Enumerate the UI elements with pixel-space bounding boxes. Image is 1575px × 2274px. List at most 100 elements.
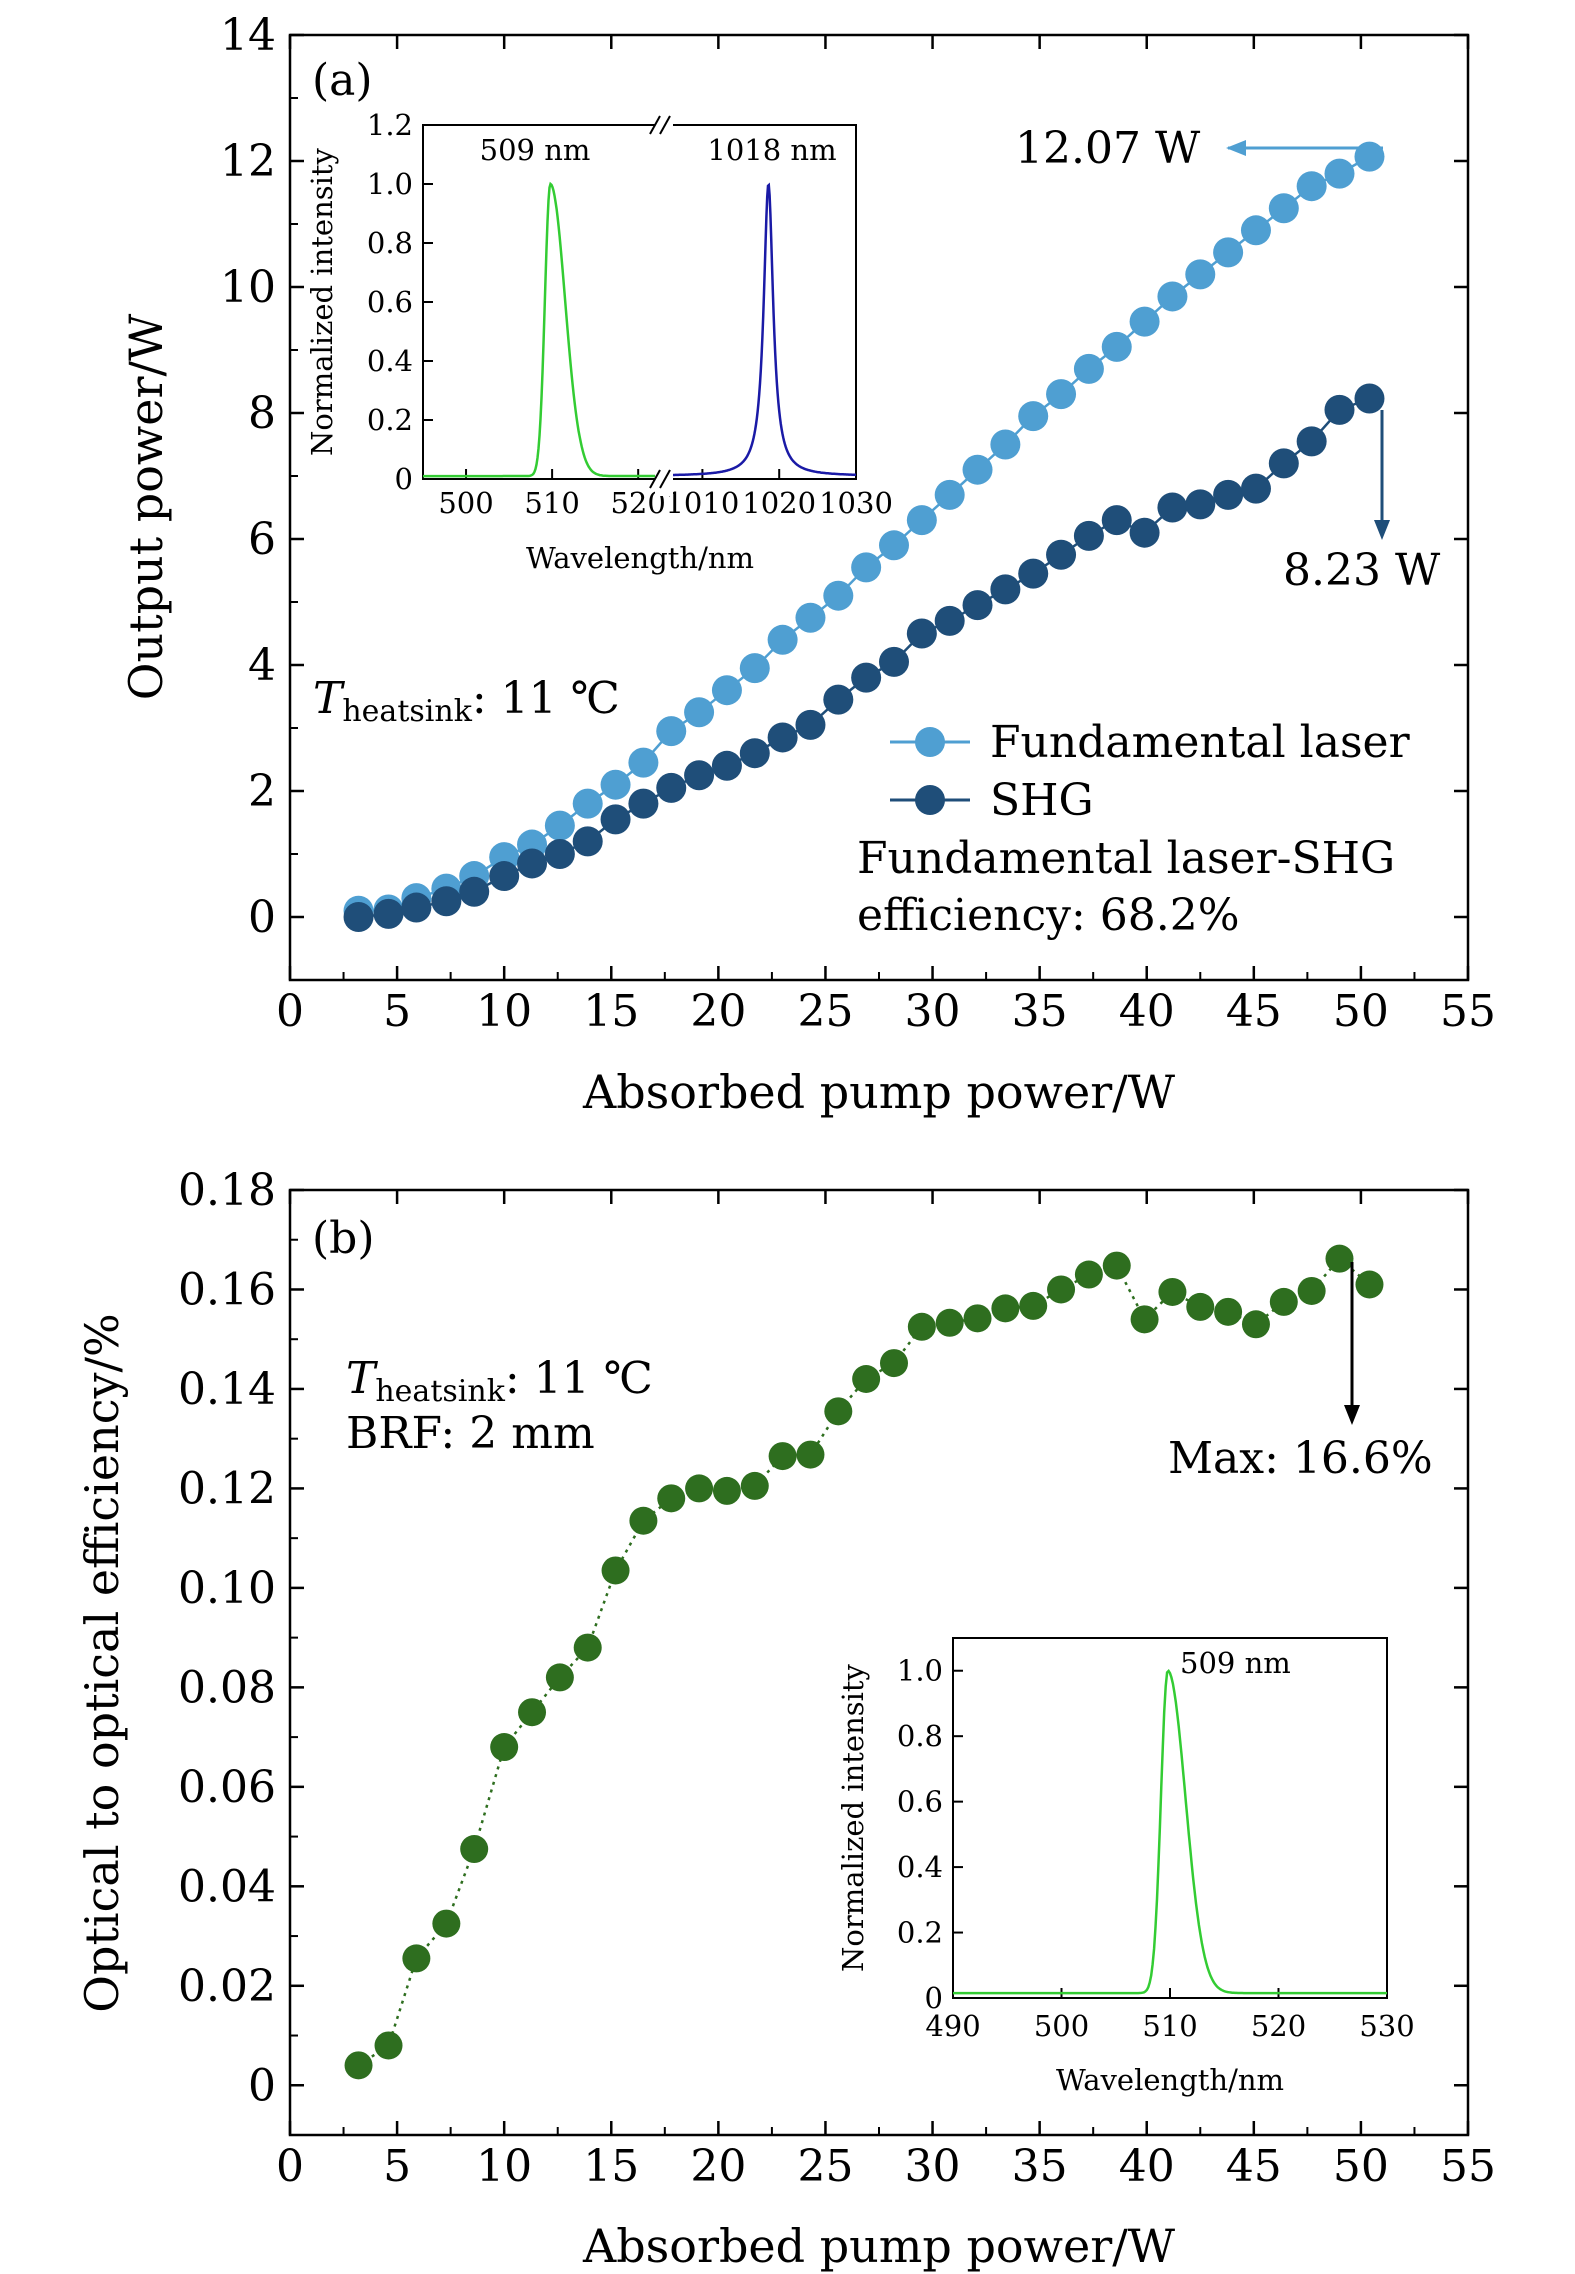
shg-point	[1018, 558, 1049, 589]
inset-a-y-tick-label: 1.2	[367, 108, 413, 142]
panel-b-x-axis-label: Absorbed pump power/W	[582, 2219, 1176, 2273]
panel-b-y-tick-label: 0.16	[178, 1264, 276, 1315]
inset-a-y-tick-label: 0	[395, 462, 413, 496]
efficiency-point	[1047, 1275, 1076, 1304]
panel-a-x-tick-label: 45	[1226, 986, 1282, 1037]
legend-fundamental-label: Fundamental laser	[990, 717, 1411, 768]
inset-a-frame	[422, 124, 857, 480]
inset-b-peak-label: 509 nm	[1180, 1646, 1291, 1680]
max-arrowhead	[1344, 1405, 1360, 1425]
shg-point	[1268, 448, 1299, 479]
fundamental-point	[878, 530, 909, 561]
panel-b-y-tick-label: 0.10	[178, 1563, 276, 1614]
panel-b-brf: BRF: 2 mm	[346, 1408, 595, 1459]
fundamental-point	[739, 653, 770, 684]
panel-b-inset: 490 500 510 520 530 0 0.2 0.4 0.6 0.8 1.0 509 nm W…	[836, 1637, 1415, 2097]
efficiency-point	[824, 1397, 853, 1426]
legend-shg-label: SHG	[990, 775, 1094, 826]
inset-a-spectrum-1018	[664, 182, 856, 477]
inset-b-x-tick-label: 520	[1251, 2009, 1306, 2043]
shg-point	[1101, 505, 1132, 536]
inset-a-y-tick-label: 0.2	[367, 403, 413, 437]
inset-a-y-axis-label: Normalized intensity	[305, 147, 339, 456]
fundamental-point	[1046, 379, 1077, 410]
shg-point	[823, 684, 854, 715]
fundamental-point	[851, 552, 882, 583]
efficiency-point	[879, 1349, 908, 1378]
axis-break-gap	[655, 107, 673, 496]
efficiency-point	[432, 1909, 461, 1938]
shg-point	[684, 760, 715, 791]
efficiency-point	[740, 1471, 769, 1500]
inset-a-y-tick-label: 0.8	[367, 226, 413, 260]
efficiency-line-1: Fundamental laser-SHG	[857, 833, 1395, 884]
shg-max-arrowhead	[1374, 520, 1390, 540]
panel-a-y-tick-label: 4	[248, 640, 276, 691]
inset-b-x-tick-label: 530	[1359, 2009, 1414, 2043]
legend-shg-marker	[915, 785, 945, 815]
panel-a-x-tick-label: 15	[583, 986, 639, 1037]
shg-point	[906, 618, 937, 649]
panel-b-y-tick-label: 0.18	[178, 1165, 276, 1216]
efficiency-line-2: efficiency: 68.2%	[857, 890, 1240, 941]
inset-b-spectrum	[953, 1669, 1387, 1995]
fundamental-point	[1129, 306, 1160, 337]
panel-a-label: (a)	[312, 55, 373, 106]
efficiency-point	[657, 1484, 686, 1513]
inset-a-spectrum-509	[423, 181, 664, 478]
fundamental-point	[1018, 401, 1049, 432]
shg-point	[628, 788, 659, 819]
panel-b-x-tick-label: 0	[276, 2141, 304, 2192]
fundamental-point	[1324, 158, 1355, 189]
inset-a-spectra	[423, 181, 856, 478]
panel-b-x-tick-label: 20	[690, 2141, 746, 2192]
inset-b-y-axis-label: Normalized intensity	[836, 1663, 870, 1972]
efficiency-point	[374, 2031, 403, 2060]
panel-b-x-tick-label: 15	[583, 2141, 639, 2192]
inset-b-spectrum-509	[953, 1669, 1387, 1995]
panel-b-heatsink-temp: Theatsink: 11 ℃	[346, 1353, 653, 1409]
fund-max-label: 12.07 W	[1015, 123, 1201, 174]
fundamental-point	[906, 505, 937, 536]
shg-point	[1185, 489, 1216, 520]
panel-a-x-tick-label: 30	[905, 986, 961, 1037]
shg-point	[544, 839, 575, 869]
panel-b-y-axis-label: Optical to optical efficiency/%	[75, 1313, 129, 2012]
fundamental-point	[628, 747, 659, 778]
panel-b-y-tick-label: 0.14	[178, 1364, 276, 1415]
legend-item-fundamental: Fundamental laser	[890, 717, 1411, 768]
panel-a-x-tick-label: 50	[1333, 986, 1389, 1037]
fundamental-point	[962, 454, 993, 485]
fundamental-point	[1268, 193, 1299, 224]
shg-point	[401, 892, 432, 923]
panel-b-x-tick-label: 45	[1226, 2141, 1282, 2192]
efficiency-point	[518, 1698, 547, 1727]
shg-point	[431, 886, 462, 917]
inset-a-peak-label-1018: 1018 nm	[707, 133, 836, 167]
panel-b-y-tick-label: 0.06	[178, 1762, 276, 1813]
inset-b-ticks: 490 500 510 520 530 0 0.2 0.4 0.6 0.8 1.0	[897, 1654, 1415, 2043]
panel-b-ticks: 0 5 10 15 20 25 30 35 40 45 50 5500.020.040.060.080…	[178, 1165, 1496, 2192]
panel-b-x-tick-label: 25	[797, 2141, 853, 2192]
shg-point	[1296, 426, 1327, 457]
panel-b-y-tick-label: 0.12	[178, 1463, 276, 1514]
shg-point	[489, 861, 520, 892]
inset-a-x-tick-label: 1010	[665, 486, 739, 520]
panel-b-y-tick-label: 0	[248, 2060, 276, 2111]
shg-point	[1324, 394, 1355, 425]
efficiency-point	[1074, 1260, 1103, 1289]
panel-a-x-axis-label: Absorbed pump power/W	[582, 1065, 1176, 1119]
panel-a-y-axis-label: Output power/W	[119, 313, 173, 700]
fundamental-point	[544, 810, 575, 841]
shg-point	[767, 722, 798, 753]
fundamental-point	[656, 716, 687, 747]
shg-point	[1213, 479, 1244, 510]
panel-a-x-tick-label: 55	[1440, 986, 1496, 1037]
panel-a-y-tick-label: 2	[248, 766, 276, 817]
panel-b-x-tick-label: 40	[1119, 2141, 1175, 2192]
shg-point	[739, 738, 770, 769]
fundamental-point	[711, 675, 742, 706]
efficiency-point	[490, 1733, 519, 1762]
